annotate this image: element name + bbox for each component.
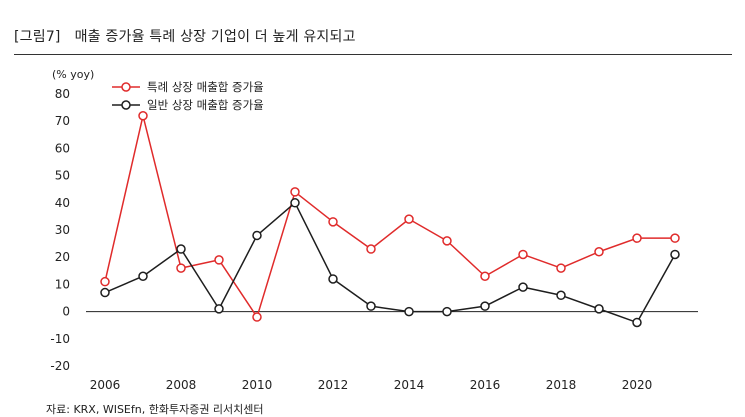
data-point	[290, 187, 300, 197]
legend-marker	[121, 100, 131, 110]
y-tick-label: 30	[55, 223, 70, 237]
data-point	[556, 263, 566, 273]
x-tick-label: 2010	[242, 378, 273, 392]
series-2	[100, 198, 680, 328]
y-tick-label: 40	[55, 196, 70, 210]
data-point	[366, 244, 376, 254]
data-point	[442, 306, 452, 317]
x-tick-label: 2016	[470, 378, 501, 392]
data-point	[328, 274, 338, 284]
data-point	[138, 111, 148, 121]
figure-number: [그림7]	[14, 29, 61, 45]
x-tick-label: 2018	[546, 378, 577, 392]
data-point	[518, 249, 528, 260]
series-layer	[100, 111, 680, 328]
x-tick-label: 2020	[622, 378, 653, 392]
data-point	[670, 249, 680, 260]
y-axis-unit-label: (% yoy)	[52, 68, 95, 81]
y-tick-label: 0	[62, 305, 70, 319]
y-tick-label: 60	[55, 141, 70, 155]
series-1	[100, 111, 680, 322]
y-tick-label: 20	[55, 250, 70, 264]
series-line	[104, 115, 675, 318]
data-point	[632, 317, 642, 328]
y-tick-label: 50	[55, 169, 70, 183]
y-tick-label: 10	[55, 277, 70, 291]
data-point	[404, 214, 414, 224]
data-point	[556, 290, 566, 301]
data-point	[404, 306, 414, 317]
data-point	[366, 301, 376, 311]
data-point	[594, 247, 604, 257]
data-point	[100, 276, 110, 287]
y-tick-label: 70	[55, 114, 70, 128]
x-tick-label: 2008	[166, 378, 197, 392]
data-point	[176, 263, 186, 273]
data-point	[100, 287, 110, 298]
data-point	[328, 217, 338, 227]
header-rule	[14, 54, 732, 56]
x-tick-label: 2012	[318, 378, 349, 392]
y-tick-label: -10	[50, 332, 70, 346]
y-tick-label: -20	[50, 359, 70, 373]
data-point	[214, 304, 224, 314]
figure-header: [그림7] 매출 증가율 특례 상장 기업이 더 높게 유지되고	[14, 26, 356, 46]
legend-item: 특례 상장 매출합 증가율	[112, 80, 264, 94]
data-point	[290, 198, 300, 208]
data-point	[480, 301, 490, 311]
figure-title: 매출 증가율 특례 상장 기업이 더 높게 유지되고	[74, 29, 356, 45]
data-point	[632, 233, 642, 243]
data-point	[518, 282, 528, 292]
series-line	[104, 202, 676, 324]
y-tick-label: 80	[55, 87, 70, 101]
x-tick-label: 2006	[90, 378, 121, 392]
legend-item: 일반 상장 매출합 증가율	[112, 98, 264, 112]
data-point	[214, 255, 224, 265]
data-point	[442, 236, 452, 246]
data-point	[670, 233, 680, 243]
data-point	[480, 271, 490, 281]
legend-label: 특례 상장 매출합 증가율	[147, 80, 264, 94]
data-point	[252, 230, 262, 241]
data-point	[252, 312, 262, 322]
x-tick-label: 2014	[394, 378, 425, 392]
data-point	[594, 304, 604, 314]
legend-marker	[121, 82, 131, 92]
legend-label: 일반 상장 매출합 증가율	[147, 98, 264, 112]
source-note: 자료: KRX, WISEfn, 한화투자증권 리서치센터	[46, 403, 264, 416]
data-point	[138, 271, 148, 281]
data-point	[176, 244, 186, 254]
